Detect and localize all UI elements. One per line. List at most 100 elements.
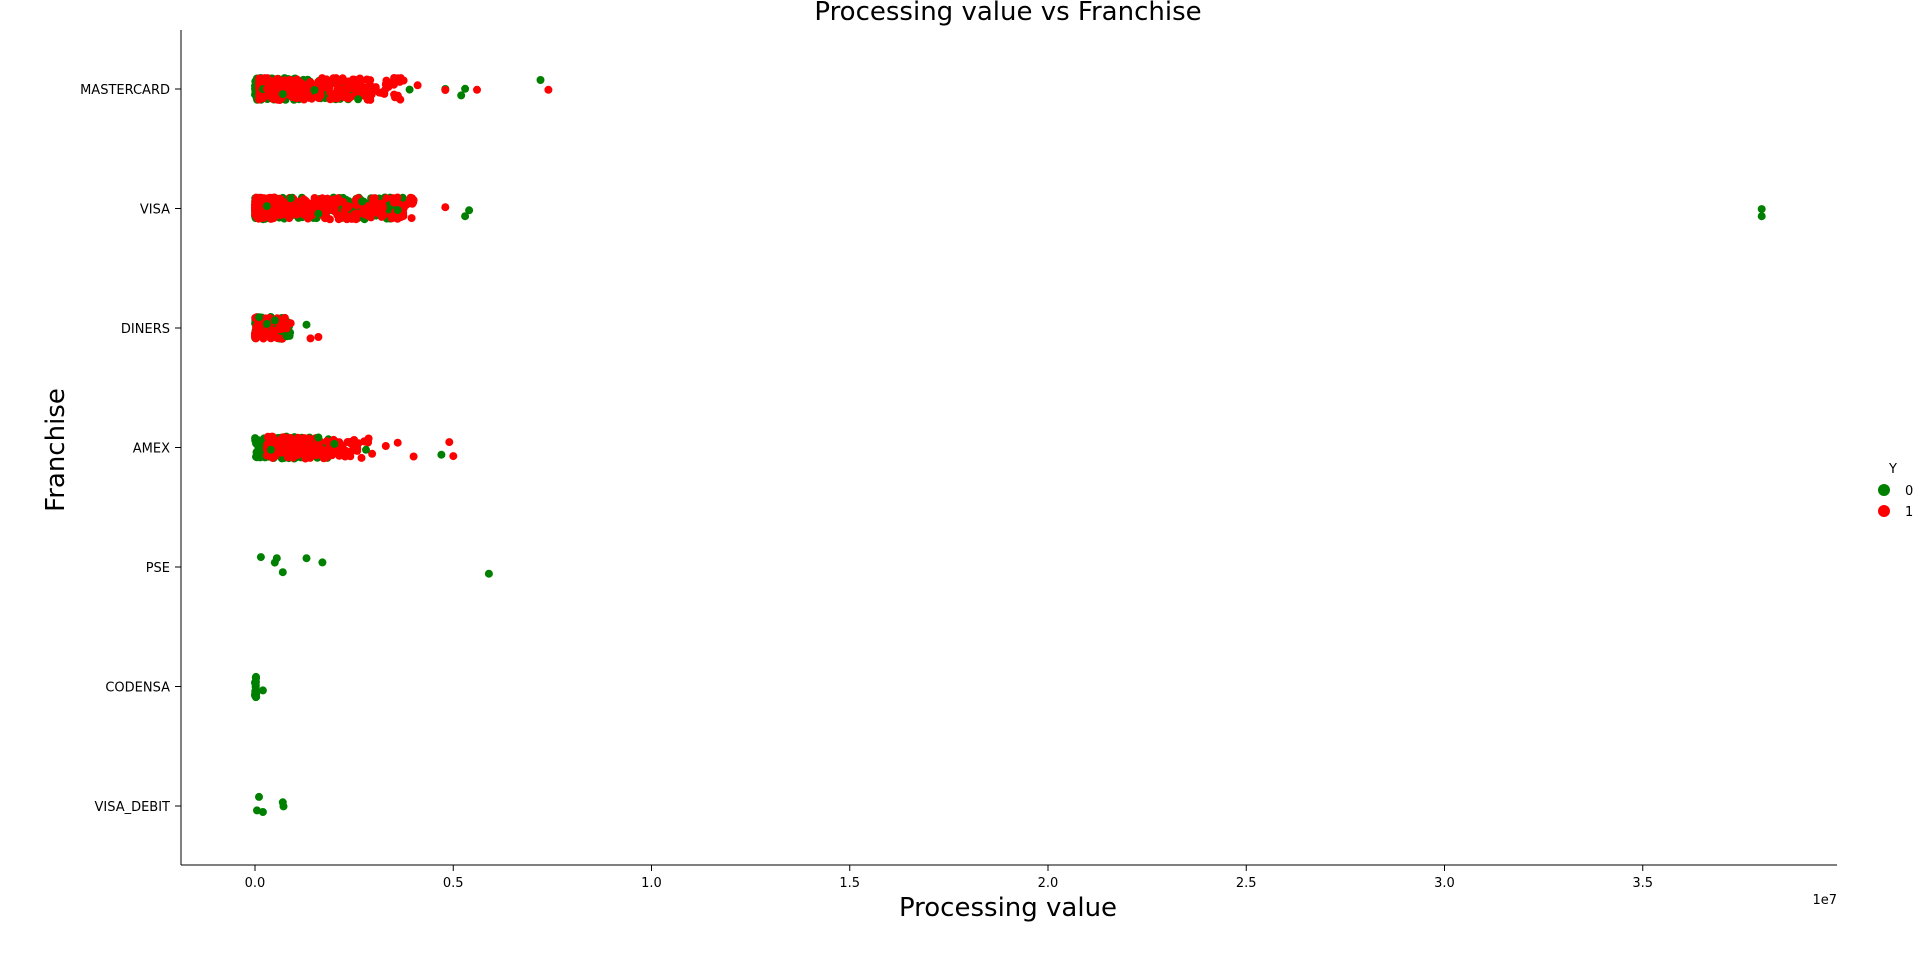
x-tick-label: 0.0 — [245, 876, 266, 891]
dense-point — [272, 196, 281, 205]
data-point-series-0 — [258, 686, 267, 695]
dense-point — [281, 443, 290, 452]
dense-point — [305, 93, 314, 102]
y-tick-label: PSE — [146, 561, 170, 576]
data-point-series-0 — [310, 86, 319, 94]
dense-point — [270, 77, 279, 86]
data-point-series-1 — [298, 208, 307, 217]
dense-point — [296, 443, 305, 451]
data-point-series-0 — [314, 433, 323, 442]
dense-point — [387, 214, 396, 223]
dense-point — [312, 196, 321, 205]
data-point-series-0 — [318, 558, 327, 567]
y-tick-label: VISA — [140, 203, 170, 218]
data-point-series-1 — [544, 85, 553, 94]
x-offset-label: 1e7 — [1812, 893, 1837, 908]
dense-point — [322, 213, 331, 222]
x-tick-label: 3.0 — [1434, 876, 1455, 891]
dense-point — [311, 203, 320, 212]
data-point-series-1 — [409, 196, 418, 205]
dense-point — [391, 93, 399, 102]
data-point-series-1 — [441, 203, 450, 212]
data-point-series-0 — [272, 554, 281, 563]
dense-point — [344, 84, 353, 93]
dense-point — [268, 438, 277, 447]
data-point-series-0 — [255, 313, 263, 322]
data-point-series-0 — [437, 450, 446, 459]
dense-point — [253, 452, 262, 461]
dense-point — [260, 194, 269, 203]
x-tick-label: 3.5 — [1632, 876, 1653, 891]
data-point-series-0 — [251, 681, 260, 689]
dense-point — [357, 453, 366, 462]
data-point-series-1 — [381, 442, 390, 450]
dense-point — [366, 95, 374, 103]
legend-marker-1 — [1878, 505, 1890, 517]
dense-point — [327, 94, 336, 103]
data-point-series-0 — [252, 689, 261, 698]
legend-label-0: 0 — [1905, 484, 1913, 499]
data-point-series-1 — [266, 214, 275, 223]
data-point-series-0 — [362, 445, 370, 454]
data-point-series-1 — [286, 319, 295, 328]
legend-marker-0 — [1878, 484, 1890, 496]
dense-point — [322, 207, 331, 216]
data-point-series-0 — [256, 553, 265, 562]
data-point-series-0 — [255, 436, 263, 445]
dense-band-layer — [251, 74, 418, 702]
data-point-series-1 — [389, 198, 398, 207]
data-point-series-0 — [354, 95, 363, 104]
dense-point — [399, 212, 408, 221]
dense-point — [301, 434, 310, 443]
dense-point — [355, 74, 364, 83]
dense-point — [314, 78, 323, 86]
dense-point — [285, 79, 294, 88]
data-point-series-1 — [314, 333, 323, 341]
dense-point — [333, 194, 342, 203]
point-layer — [251, 76, 1766, 816]
dense-point — [273, 95, 282, 104]
dense-point — [334, 215, 343, 224]
dense-point — [330, 207, 339, 216]
data-point-series-1 — [393, 438, 402, 447]
dense-point — [255, 322, 264, 331]
dense-point — [368, 194, 377, 203]
dense-point — [281, 201, 290, 210]
data-point-series-0 — [279, 802, 288, 811]
data-point-series-1 — [262, 85, 271, 93]
dense-point — [364, 87, 372, 96]
data-point-series-0 — [461, 84, 470, 93]
y-tick-layer: MASTERCARD VISA DINERS AMEX PSE CODENSA VISA_D… — [80, 83, 181, 815]
dense-point — [350, 84, 359, 93]
dense-point — [362, 209, 371, 218]
dense-point — [350, 446, 359, 455]
dense-point — [318, 195, 327, 204]
data-point-series-1 — [258, 329, 267, 338]
x-tick-layer: 0.0 0.5 1.0 1.5 2.0 2.5 3.0 3.5 — [245, 865, 1653, 891]
dense-point — [289, 202, 298, 210]
dense-point — [251, 332, 259, 341]
dense-point — [344, 94, 353, 103]
data-point-series-1 — [338, 85, 347, 94]
dense-point — [393, 74, 402, 83]
dense-point — [316, 444, 325, 453]
dense-point — [251, 206, 260, 215]
data-point-series-0 — [1757, 205, 1766, 214]
x-tick-label: 2.5 — [1236, 876, 1257, 891]
dense-point — [299, 88, 308, 97]
y-tick-label: MASTERCARD — [80, 83, 170, 98]
dense-point — [295, 197, 304, 206]
data-point-series-0 — [278, 568, 287, 577]
x-tick-label: 2.0 — [1038, 876, 1059, 891]
dense-point — [366, 202, 375, 211]
data-point-series-0 — [536, 76, 545, 84]
dense-point — [304, 214, 312, 223]
data-point-series-0 — [270, 316, 279, 325]
data-point-series-0 — [457, 91, 466, 100]
dense-point — [280, 313, 289, 322]
y-tick-label: CODENSA — [105, 681, 170, 696]
legend: Y 0 1 — [1878, 462, 1913, 520]
x-axis-title: Processing value — [899, 893, 1117, 923]
data-point-series-0 — [302, 554, 311, 563]
